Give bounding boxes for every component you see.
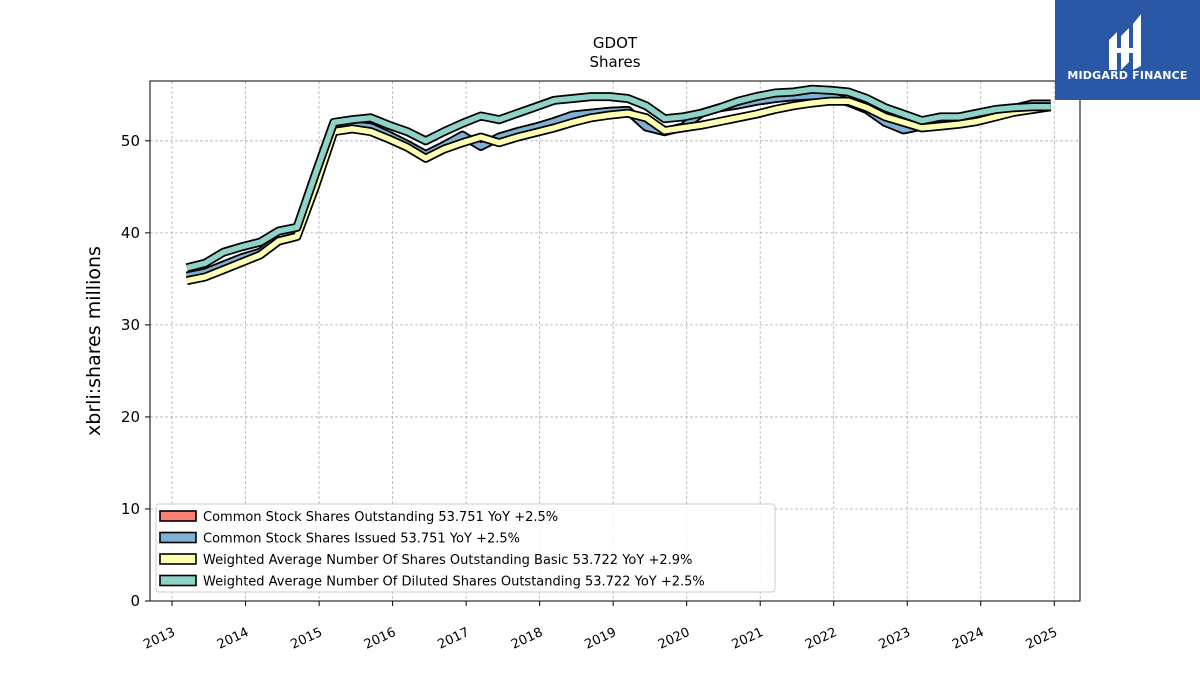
- x-tick-label: 2016: [362, 625, 398, 653]
- legend: Common Stock Shares Outstanding 53.751 Y…: [155, 503, 776, 593]
- legend-swatch: [159, 531, 197, 544]
- x-tick-label: 2023: [877, 625, 913, 653]
- x-tick-label: 2014: [215, 625, 251, 653]
- series-line: [186, 86, 1051, 271]
- x-tick-label: 2025: [1024, 625, 1060, 653]
- brand-logo: MIDGARD FINANCE: [1055, 0, 1200, 100]
- brand-mark-icon: [1109, 14, 1141, 70]
- legend-swatch: [159, 574, 197, 587]
- x-tick-label: 2020: [656, 625, 692, 653]
- grid: [150, 81, 1080, 602]
- x-tick-label: 2022: [803, 625, 839, 653]
- y-tick-label: 40: [121, 224, 140, 242]
- legend-item: Weighted Average Number Of Shares Outsta…: [159, 553, 692, 568]
- legend-item: Common Stock Shares Issued 53.751 YoY +2…: [159, 531, 520, 547]
- legend-swatch: [159, 553, 197, 565]
- x-tick-label: 2019: [583, 625, 619, 653]
- x-tick-label: 2021: [730, 625, 766, 653]
- x-tick-label: 2015: [288, 625, 324, 653]
- x-tick-label: 2024: [950, 625, 986, 653]
- x-axis: 2013 2014 2015 2016 2017 2018 2019 2020 2021 2022…: [141, 601, 1060, 653]
- chart-title: GDOT: [593, 34, 638, 52]
- y-tick-label: 50: [121, 132, 140, 150]
- legend-item: Weighted Average Number Of Diluted Share…: [159, 574, 705, 590]
- legend-label: Weighted Average Number Of Shares Outsta…: [203, 553, 692, 568]
- y-tick-label: 20: [121, 408, 140, 426]
- plot-frame: [149, 80, 1081, 602]
- series-3: [185, 96, 1052, 286]
- x-tick-label: 2017: [435, 625, 471, 653]
- y-axis-label: xbrli:shares millions: [83, 246, 105, 436]
- y-tick-label: 30: [121, 316, 140, 334]
- legend-label: Weighted Average Number Of Diluted Share…: [203, 575, 705, 590]
- chart-subtitle: Shares: [589, 53, 640, 71]
- x-tick-label: 2018: [509, 625, 545, 653]
- y-tick-label: 0: [130, 592, 140, 610]
- chart-title-group: GDOT Shares: [589, 34, 640, 71]
- y-tick-label: 10: [121, 500, 140, 518]
- legend-frame: [155, 503, 776, 593]
- y-axis: 0 10 20 30 40 50: [121, 132, 150, 610]
- legend-swatch: [159, 510, 197, 522]
- legend-label: Common Stock Shares Issued 53.751 YoY +2…: [203, 532, 520, 547]
- x-tick-label: 2013: [141, 625, 177, 653]
- series-4: [185, 84, 1051, 273]
- series-layer: [185, 84, 1052, 286]
- series-line: [186, 98, 1051, 284]
- legend-item: Common Stock Shares Outstanding 53.751 Y…: [159, 510, 558, 525]
- brand-name: MIDGARD FINANCE: [1067, 69, 1188, 82]
- legend-label: Common Stock Shares Outstanding 53.751 Y…: [203, 510, 558, 525]
